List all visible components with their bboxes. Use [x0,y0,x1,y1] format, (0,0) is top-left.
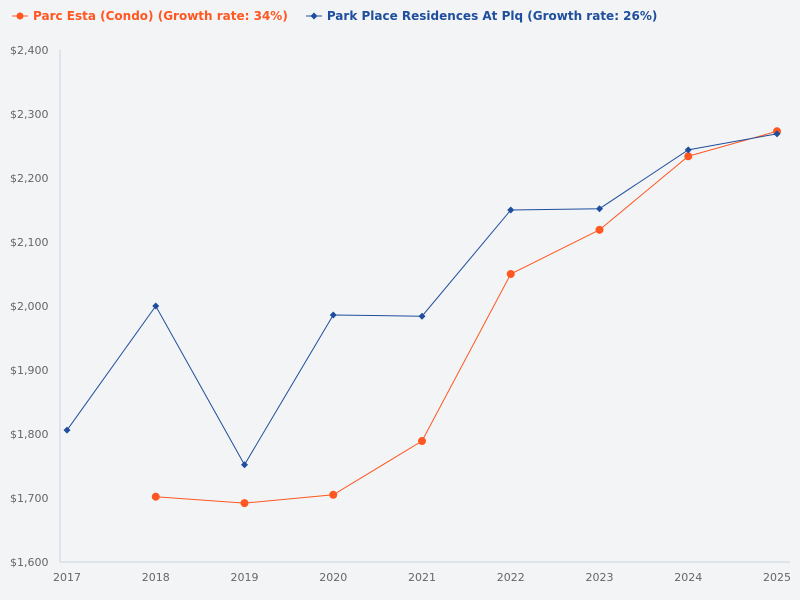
y-tick-label: $2,200 [10,172,49,185]
y-tick-label: $1,900 [10,364,49,377]
legend: Parc Esta (Condo) (Growth rate: 34%) Par… [12,9,657,23]
series-line [155,130,778,504]
data-point [773,130,781,138]
data-point [507,206,515,214]
diamond-marker-icon [305,12,322,20]
x-tick-label: 2019 [231,571,259,584]
y-tick-label: $1,800 [10,428,49,441]
y-tick-label: $1,700 [10,492,49,505]
legend-label: Park Place Residences At Plq (Growth rat… [326,9,658,23]
y-tick-label: $2,300 [10,108,49,121]
y-tick-label: $2,000 [10,300,49,313]
x-tick-label: 2022 [497,571,525,584]
x-tick-label: 2023 [586,571,614,584]
data-point [595,225,604,234]
y-tick-label: $2,100 [10,236,49,249]
data-point [506,270,515,278]
x-tick-label: 2024 [674,571,702,584]
data-point [329,311,337,319]
series-line [66,133,778,466]
data-point [151,492,160,501]
x-tick-label: 2020 [319,571,347,584]
x-tick-label: 2025 [763,571,791,584]
legend-item-parc-esta[interactable]: Parc Esta (Condo) (Growth rate: 34%) [12,9,288,23]
legend-label: Parc Esta (Condo) (Growth rate: 34%) [33,9,288,23]
x-tick-label: 2021 [408,571,436,584]
circle-marker-icon [12,12,28,20]
data-point [241,461,248,469]
x-tick-label: 2018 [142,571,170,584]
data-point [684,152,693,161]
y-tick-label: $2,400 [10,44,49,57]
data-point [418,312,426,320]
y-tick-label: $1,600 [10,556,49,569]
data-point [418,437,426,446]
data-point [152,302,160,310]
legend-item-park-place[interactable]: Park Place Residences At Plq (Growth rat… [305,9,658,23]
data-point [63,426,71,434]
data-point [684,146,692,154]
data-point [240,499,249,508]
data-point [596,205,603,213]
data-point [329,490,338,499]
x-tick-label: 2017 [53,571,81,584]
